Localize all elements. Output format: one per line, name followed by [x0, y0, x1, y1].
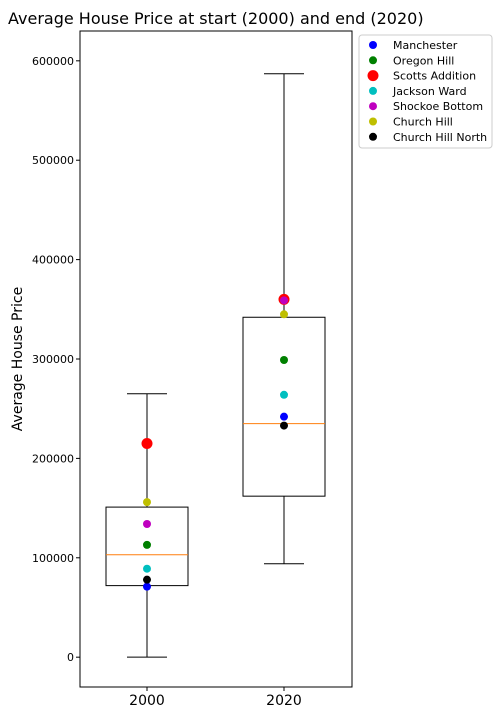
plot-area: 0 100000 200000 300000 400000 500000 600000 200… — [32, 30, 353, 709]
legend-label: Manchester — [393, 39, 458, 52]
legend-label: Shockoe Bottom — [393, 100, 483, 113]
data-point — [141, 437, 153, 449]
data-point — [143, 519, 151, 528]
y-tick-label: 400000 — [32, 254, 74, 267]
data-point — [143, 564, 151, 573]
data-point — [280, 421, 288, 430]
legend-marker — [369, 132, 377, 141]
y-axis-label: Average House Price — [10, 287, 26, 431]
data-point — [280, 310, 288, 319]
y-tick-label: 0 — [67, 651, 74, 664]
y-tick-label: 100000 — [32, 552, 74, 565]
data-point — [280, 296, 288, 305]
legend-marker — [369, 102, 377, 111]
x-tick-label: 2020 — [266, 693, 302, 709]
y-tick-label: 600000 — [32, 55, 74, 68]
legend-frame — [358, 34, 493, 149]
legend-label: Church Hill — [393, 116, 453, 129]
legend-marker — [369, 56, 377, 65]
legend-label: Church Hill North — [393, 131, 487, 144]
data-point — [143, 540, 151, 549]
legend-marker — [369, 41, 377, 49]
legend-label: Jackson Ward — [392, 85, 467, 98]
legend-marker — [369, 86, 377, 95]
axes-frame — [79, 30, 353, 688]
data-point — [143, 582, 151, 591]
data-point — [143, 498, 151, 507]
data-point — [280, 390, 288, 399]
y-tick-label: 300000 — [32, 353, 74, 366]
legend-marker — [367, 70, 379, 82]
legend-label: Scotts Addition — [393, 70, 476, 83]
data-point — [280, 355, 288, 364]
y-tick-label: 500000 — [32, 154, 74, 167]
legend: Manchester Oregon Hill Scotts Addition Jack… — [358, 34, 493, 149]
legend-marker — [369, 117, 377, 126]
x-tick-label: 2000 — [129, 693, 165, 709]
box-iqr — [242, 316, 326, 497]
data-point — [280, 412, 288, 421]
data-point — [143, 575, 151, 584]
legend-label: Oregon Hill — [393, 54, 454, 67]
y-tick-label: 200000 — [32, 452, 74, 465]
chart-title: Average House Price at start (2000) and … — [8, 9, 424, 28]
